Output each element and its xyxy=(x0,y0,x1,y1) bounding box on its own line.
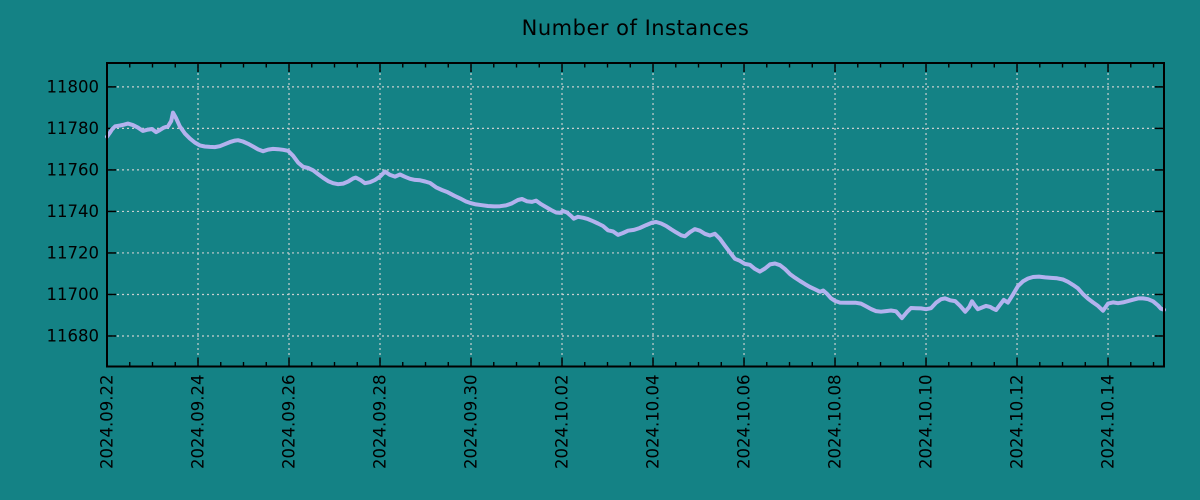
svg-text:2024.10.14: 2024.10.14 xyxy=(1099,375,1118,469)
svg-text:11800: 11800 xyxy=(47,77,100,96)
svg-text:2024.10.10: 2024.10.10 xyxy=(917,375,936,469)
svg-text:2024.10.06: 2024.10.06 xyxy=(735,375,754,469)
svg-text:2024.10.12: 2024.10.12 xyxy=(1008,375,1027,469)
svg-text:2024.09.24: 2024.09.24 xyxy=(189,375,208,469)
svg-text:2024.10.02: 2024.10.02 xyxy=(553,375,572,469)
svg-text:2024.09.30: 2024.09.30 xyxy=(462,375,481,469)
svg-text:11780: 11780 xyxy=(47,119,100,138)
plot-border xyxy=(106,62,1165,368)
svg-text:11700: 11700 xyxy=(47,285,100,304)
svg-text:11680: 11680 xyxy=(47,326,100,345)
svg-text:11720: 11720 xyxy=(47,243,100,262)
chart-title: Number of Instances xyxy=(521,16,750,40)
svg-text:11740: 11740 xyxy=(47,202,100,221)
axis-ticks xyxy=(106,63,1164,367)
svg-text:2024.09.22: 2024.09.22 xyxy=(98,375,117,469)
y-axis-tick-labels: 11680 11700 11720 11740 11760 11780 11800 xyxy=(47,77,100,345)
svg-text:2024.09.26: 2024.09.26 xyxy=(280,375,299,469)
series-line xyxy=(105,110,1166,321)
svg-text:2024.10.08: 2024.10.08 xyxy=(826,375,845,469)
svg-text:2024.10.04: 2024.10.04 xyxy=(644,375,663,469)
svg-text:2024.09.28: 2024.09.28 xyxy=(371,375,390,469)
gridlines xyxy=(106,63,1164,367)
x-axis-tick-labels: 2024.09.22 2024.09.24 2024.09.26 2024.09.28… xyxy=(98,375,1118,469)
svg-text:11760: 11760 xyxy=(47,160,100,179)
